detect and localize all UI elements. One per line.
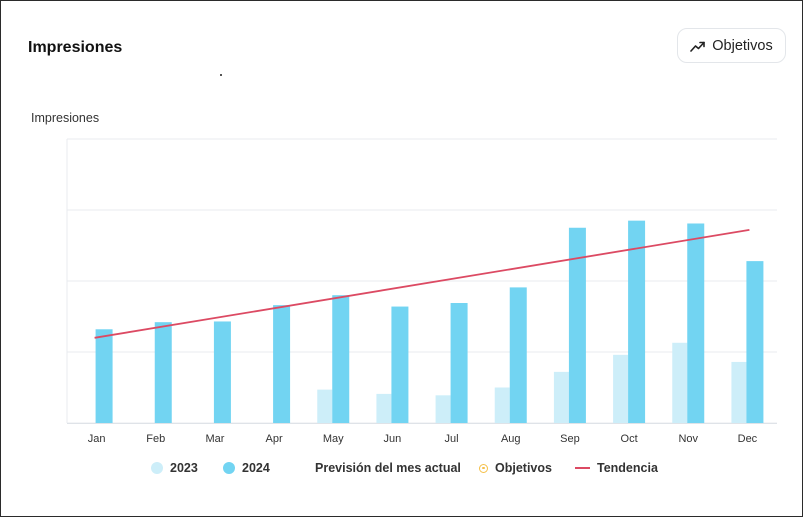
- objetivos-button[interactable]: Objetivos: [677, 28, 786, 63]
- bar-2023-may: [317, 389, 333, 423]
- legend-item-objetivos[interactable]: Objetivos: [479, 461, 552, 475]
- x-tick-label-jun: Jun: [384, 433, 402, 445]
- bar-2023-jul: [435, 395, 451, 423]
- impresiones-chart: Jan Feb Mar Apr May Jun Jul Aug Sep Oct Nov Dec: [66, 138, 777, 445]
- legend-label-2023: 2023: [170, 461, 198, 475]
- legend-item-prevision[interactable]: Previsión del mes actual: [315, 461, 461, 475]
- trend-up-icon: [690, 41, 706, 52]
- legend-label-prevision: Previsión del mes actual: [315, 461, 461, 475]
- chart-legend: 2023 2024 Previsión del mes actual Objet…: [1, 461, 803, 481]
- bar-2024-nov: [687, 223, 705, 423]
- bar-2024-mar: [213, 321, 231, 423]
- legend-swatch-2024: [223, 462, 235, 474]
- legend-item-2023[interactable]: 2023: [151, 461, 198, 475]
- x-tick-label-aug: Aug: [501, 433, 521, 445]
- decorative-dot: [220, 74, 222, 76]
- bar-2023-sep: [553, 371, 569, 423]
- legend-label-2024: 2024: [242, 461, 270, 475]
- bar-2024-feb: [154, 322, 172, 423]
- bar-2023-nov: [672, 342, 688, 423]
- objetivos-button-label: Objetivos: [712, 37, 773, 54]
- x-tick-label-dec: Dec: [738, 433, 758, 445]
- legend-label-tendencia: Tendencia: [597, 461, 658, 475]
- legend-item-2024[interactable]: 2024: [223, 461, 270, 475]
- bar-2024-oct: [628, 220, 646, 423]
- bar-2023-jun: [376, 393, 392, 423]
- bar-2023-aug: [494, 387, 510, 423]
- y-axis-title: Impresiones: [31, 111, 100, 125]
- target-icon: [479, 463, 488, 473]
- bar-2023-oct: [613, 354, 629, 423]
- bar-2024-apr: [273, 305, 291, 423]
- bar-2024-sep: [568, 227, 586, 423]
- x-tick-label-mar: Mar: [205, 433, 224, 445]
- legend-item-tendencia[interactable]: Tendencia: [575, 461, 658, 475]
- legend-label-objetivos: Objetivos: [495, 461, 552, 475]
- legend-swatch-tendencia: [575, 467, 590, 469]
- x-tick-label-feb: Feb: [146, 433, 165, 445]
- bar-2024-aug: [509, 287, 527, 423]
- x-tick-label-jul: Jul: [445, 433, 459, 445]
- bar-2024-may: [332, 295, 350, 423]
- x-tick-label-nov: Nov: [678, 433, 698, 445]
- x-tick-label-oct: Oct: [621, 433, 638, 445]
- x-tick-label-jan: Jan: [88, 433, 106, 445]
- card-title: Impresiones: [28, 39, 123, 56]
- bar-2024-dec: [746, 261, 764, 423]
- trend-line: [94, 228, 750, 339]
- bar-2024-jan: [95, 329, 113, 423]
- x-tick-label-apr: Apr: [266, 433, 283, 445]
- bar-2024-jul: [450, 303, 468, 423]
- bar-2023-dec: [731, 361, 747, 423]
- x-tick-label-may: May: [323, 433, 344, 445]
- bar-2024-jun: [391, 306, 409, 423]
- legend-swatch-2023: [151, 462, 163, 474]
- x-tick-label-sep: Sep: [560, 433, 580, 445]
